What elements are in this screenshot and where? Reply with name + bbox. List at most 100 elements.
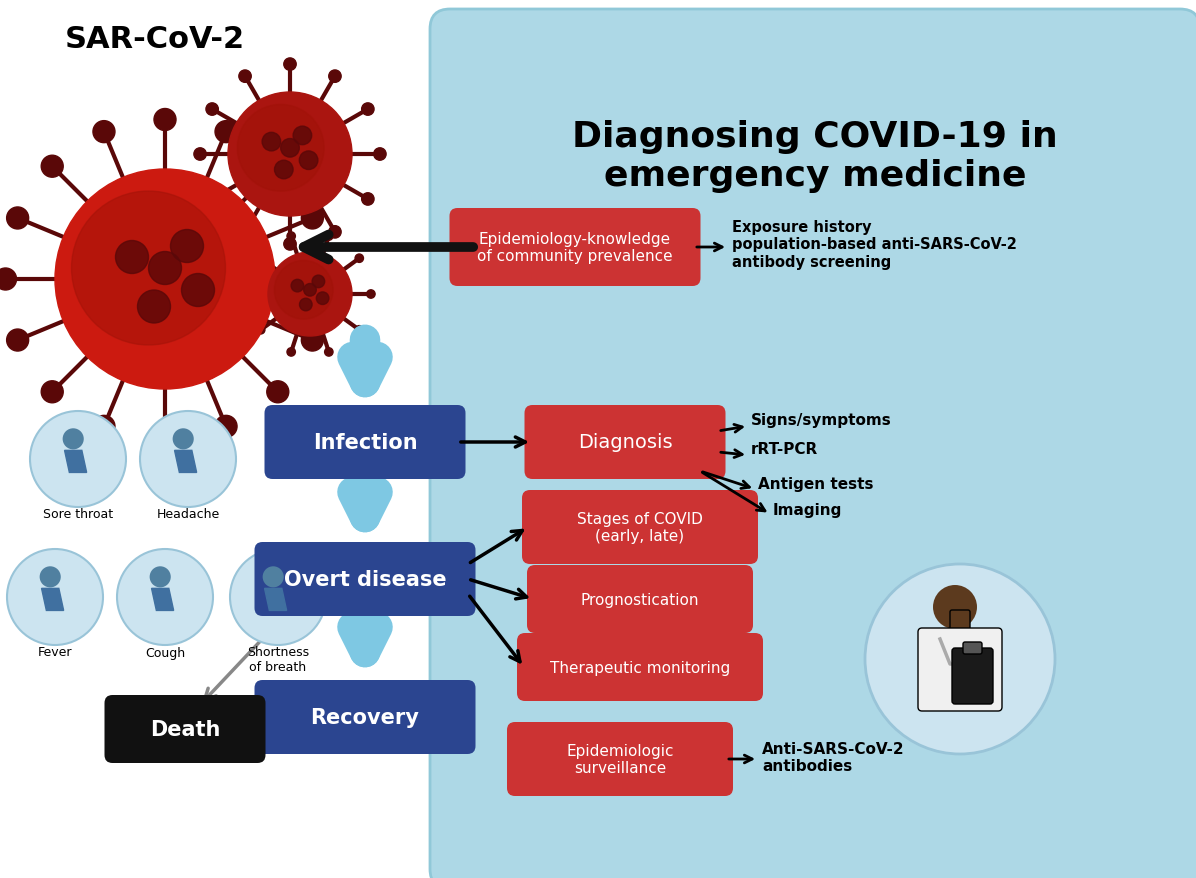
Circle shape [62, 428, 84, 450]
Circle shape [281, 140, 299, 158]
FancyBboxPatch shape [255, 680, 476, 754]
Text: SAR-CoV-2: SAR-CoV-2 [65, 25, 245, 54]
Circle shape [262, 133, 281, 152]
Circle shape [194, 148, 206, 161]
Circle shape [30, 412, 126, 507]
Text: Anti-SARS-CoV-2
antibodies: Anti-SARS-CoV-2 antibodies [762, 741, 904, 774]
Text: Exposure history
population-based anti-SARS-CoV-2
antibody screening: Exposure history population-based anti-S… [732, 220, 1017, 270]
Polygon shape [65, 450, 86, 473]
Text: Headache: Headache [157, 507, 220, 521]
Circle shape [275, 161, 293, 180]
Circle shape [41, 381, 63, 403]
Circle shape [140, 412, 236, 507]
FancyBboxPatch shape [527, 565, 753, 633]
Text: Recovery: Recovery [311, 707, 420, 727]
Text: Sore throat: Sore throat [43, 507, 114, 521]
Circle shape [230, 550, 327, 645]
Text: Shortness
of breath: Shortness of breath [246, 645, 309, 673]
Circle shape [970, 643, 980, 652]
Text: Epidemiologic
surveillance: Epidemiologic surveillance [566, 743, 673, 775]
Circle shape [355, 255, 364, 263]
Circle shape [299, 299, 312, 312]
Circle shape [116, 241, 148, 274]
Circle shape [367, 291, 376, 299]
Circle shape [865, 565, 1055, 754]
FancyBboxPatch shape [431, 10, 1196, 878]
Circle shape [39, 566, 61, 587]
FancyBboxPatch shape [517, 633, 763, 702]
Circle shape [283, 239, 297, 251]
Circle shape [287, 349, 295, 356]
Circle shape [154, 110, 176, 132]
Circle shape [215, 121, 237, 143]
FancyBboxPatch shape [264, 406, 465, 479]
Circle shape [93, 416, 115, 438]
Circle shape [7, 208, 29, 230]
FancyBboxPatch shape [950, 610, 970, 637]
Circle shape [172, 428, 194, 450]
Circle shape [293, 127, 312, 146]
Circle shape [304, 284, 316, 297]
Circle shape [154, 428, 176, 450]
Circle shape [373, 148, 386, 161]
Circle shape [7, 550, 103, 645]
Circle shape [0, 269, 17, 291]
Circle shape [274, 261, 334, 320]
Circle shape [301, 208, 323, 230]
Circle shape [329, 71, 341, 83]
Text: Infection: Infection [312, 433, 417, 452]
Circle shape [299, 152, 318, 170]
Text: Prognostication: Prognostication [581, 592, 700, 607]
Circle shape [55, 169, 275, 390]
Text: Fever: Fever [38, 645, 72, 658]
Circle shape [312, 276, 324, 288]
Circle shape [329, 227, 341, 239]
Circle shape [206, 104, 219, 116]
Text: Death: Death [150, 719, 220, 739]
Circle shape [287, 233, 295, 241]
Text: Cough: Cough [145, 645, 185, 658]
FancyBboxPatch shape [255, 543, 476, 616]
Circle shape [41, 156, 63, 178]
Circle shape [355, 327, 364, 335]
FancyBboxPatch shape [952, 648, 993, 704]
Circle shape [148, 252, 182, 285]
Circle shape [301, 329, 323, 351]
Circle shape [245, 291, 254, 299]
Circle shape [171, 230, 203, 263]
Text: rRT-PCR: rRT-PCR [751, 441, 818, 456]
Circle shape [7, 329, 29, 351]
Text: Stages of COVID
(early, late): Stages of COVID (early, late) [576, 511, 703, 543]
Circle shape [239, 71, 251, 83]
Circle shape [267, 156, 288, 178]
Circle shape [117, 550, 213, 645]
FancyBboxPatch shape [963, 643, 982, 654]
Circle shape [361, 193, 374, 206]
Polygon shape [264, 588, 287, 611]
Text: Antigen tests: Antigen tests [758, 477, 873, 492]
Text: Diagnosis: Diagnosis [578, 433, 672, 452]
Circle shape [228, 93, 352, 217]
Circle shape [933, 586, 977, 630]
FancyBboxPatch shape [507, 723, 733, 796]
FancyBboxPatch shape [104, 695, 266, 763]
Circle shape [237, 105, 324, 192]
Circle shape [316, 292, 329, 306]
Circle shape [93, 121, 115, 143]
Polygon shape [152, 588, 173, 611]
Circle shape [206, 193, 219, 206]
Circle shape [72, 191, 226, 346]
Circle shape [239, 227, 251, 239]
Circle shape [182, 274, 214, 307]
Circle shape [150, 566, 171, 587]
Circle shape [268, 253, 352, 336]
FancyBboxPatch shape [919, 629, 1002, 711]
Circle shape [324, 233, 332, 241]
FancyBboxPatch shape [525, 406, 726, 479]
Polygon shape [175, 450, 196, 473]
Text: Therapeutic monitoring: Therapeutic monitoring [550, 659, 730, 674]
Text: Diagnosing COVID-19 in
emergency medicine: Diagnosing COVID-19 in emergency medicin… [572, 120, 1058, 193]
Circle shape [256, 327, 266, 335]
FancyBboxPatch shape [450, 209, 701, 287]
Circle shape [256, 255, 266, 263]
